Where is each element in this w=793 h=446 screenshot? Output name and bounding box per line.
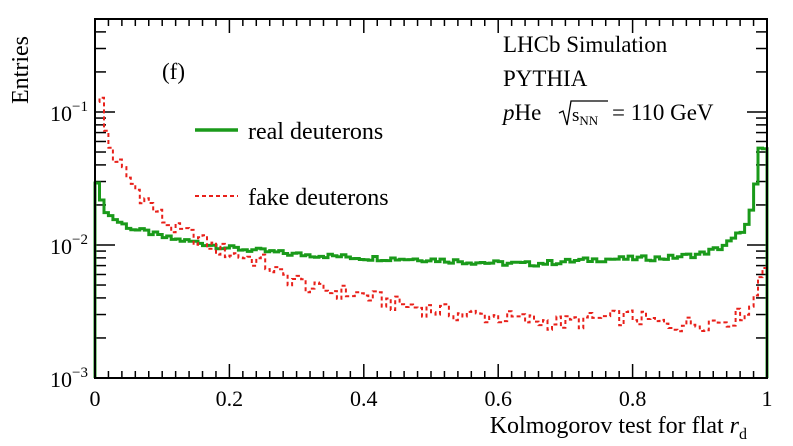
x-tick-labels: 0 0.2 0.4 0.6 0.8 1 <box>90 386 773 411</box>
series-real-deuterons <box>93 146 769 378</box>
series-fake-deuterons <box>94 96 768 378</box>
x-tick-label: 0.6 <box>484 386 512 411</box>
y-tick-label: 10−2 <box>50 232 88 259</box>
legend-label-real: real deuterons <box>248 119 383 145</box>
annotation-collision: pHe sNN = 110 GeV <box>501 100 714 128</box>
panel-label: (f) <box>162 59 185 84</box>
y-axis-label: Entries <box>8 36 34 104</box>
y-tick-label: 10−3 <box>50 365 88 392</box>
legend-label-fake: fake deuterons <box>248 185 389 211</box>
svg-text:pHe: pHe <box>501 100 541 125</box>
series-group <box>93 96 769 378</box>
x-axis-label: Kolmogorov test for flat rd <box>490 413 747 443</box>
plot-frame <box>94 18 768 379</box>
annotation-lhcb: LHCb Simulation <box>503 32 668 57</box>
svg-text:sNN: sNN <box>572 105 599 128</box>
x-tick-label: 0.8 <box>619 386 647 411</box>
x-tick-label: 0.4 <box>350 386 378 411</box>
sqrt-symbol <box>558 100 608 126</box>
x-tick-label: 1 <box>762 386 773 411</box>
svg-text:= 110 GeV: = 110 GeV <box>612 100 714 125</box>
annotation-generator: PYTHIA <box>503 66 588 91</box>
x-tick-label: 0.2 <box>216 386 244 411</box>
x-tick-label: 0 <box>90 386 101 411</box>
legend: real deuterons fake deuterons <box>195 119 389 211</box>
y-tick-label: 10−1 <box>50 99 88 126</box>
y-tick-labels: 10−1 10−2 10−3 <box>50 99 88 392</box>
